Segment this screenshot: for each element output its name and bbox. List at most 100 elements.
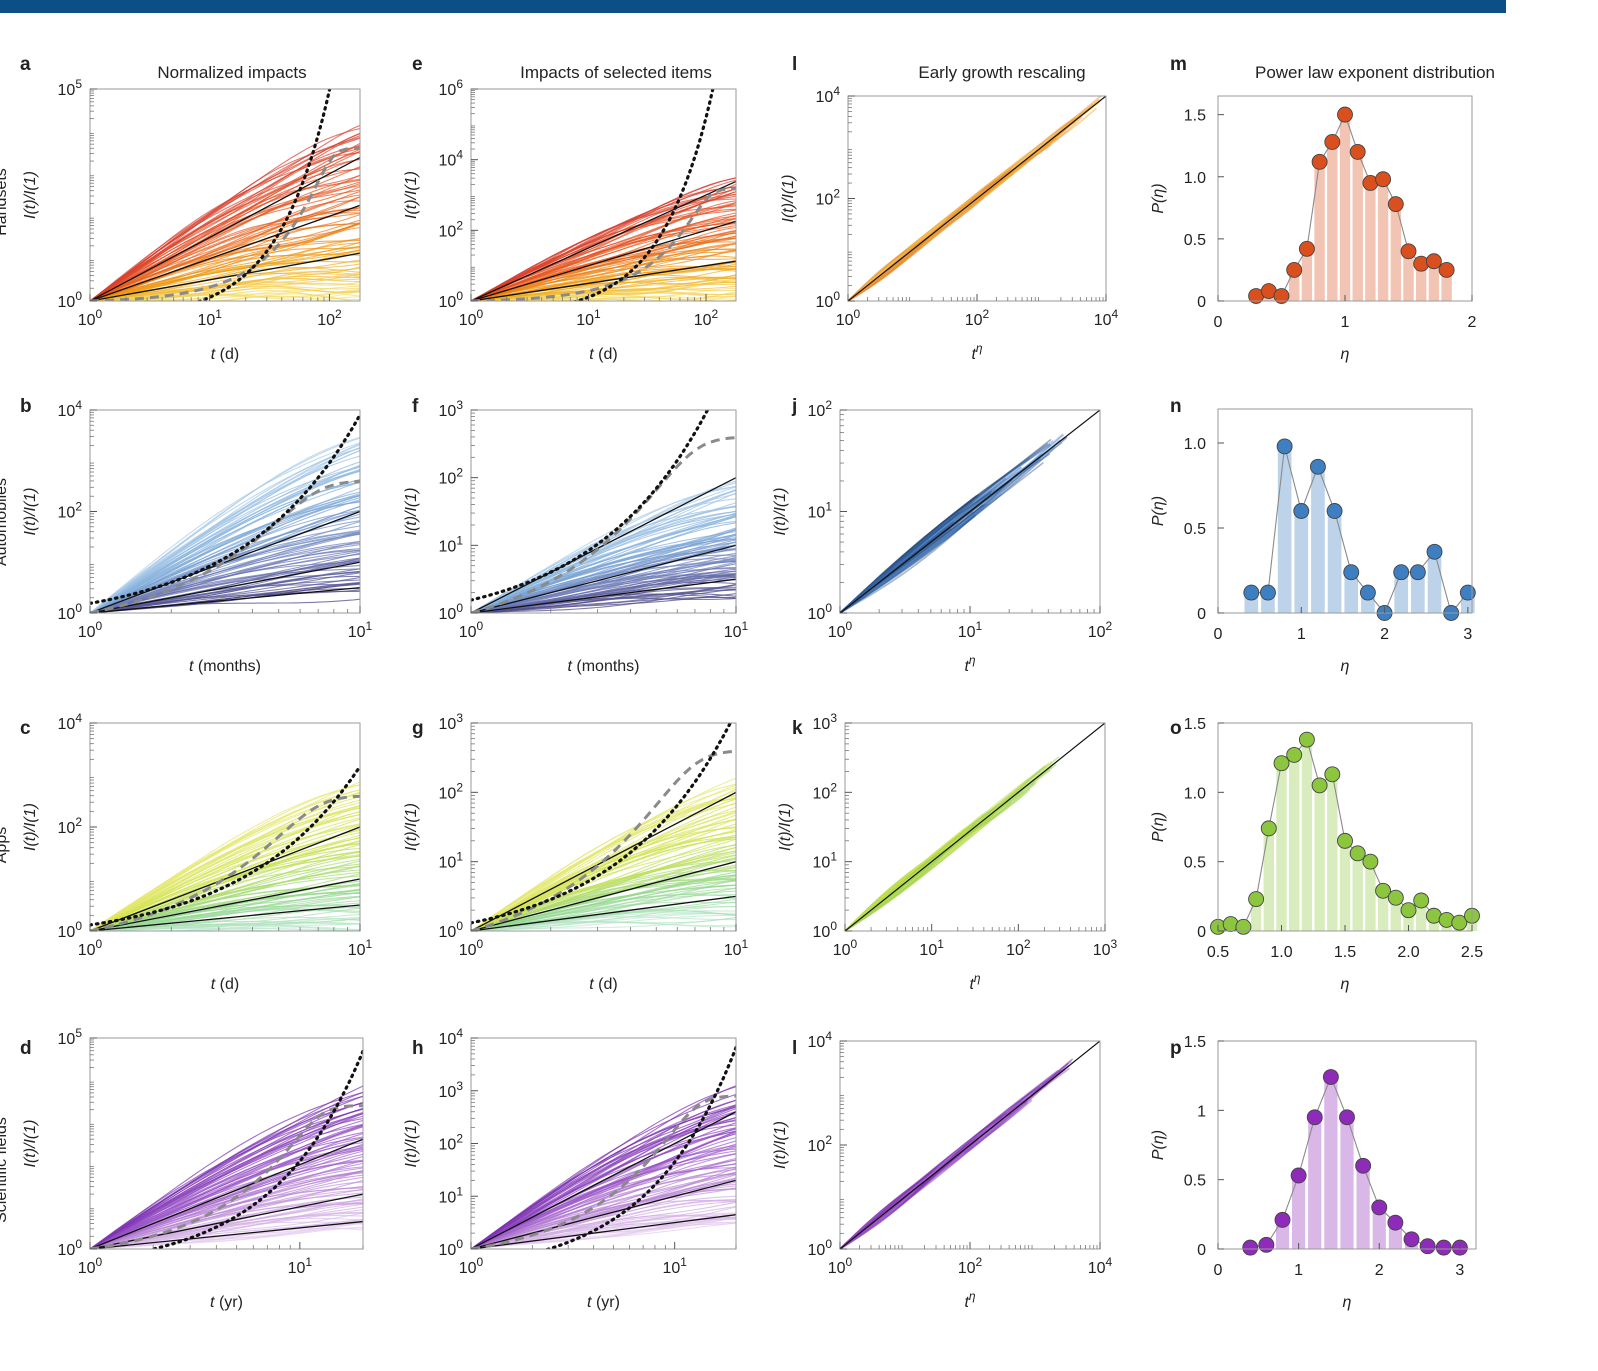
plot-frame — [470, 722, 737, 932]
data-point — [1235, 918, 1252, 935]
y-tick-label: 105 — [58, 77, 83, 99]
data-point — [1387, 889, 1404, 906]
bar — [1314, 161, 1325, 301]
series-line — [845, 805, 999, 931]
plot-area — [90, 1049, 363, 1249]
series-line — [848, 156, 1032, 301]
x-tick-label: 100 — [78, 937, 103, 959]
bar — [1288, 269, 1300, 301]
series-line — [90, 186, 360, 301]
series-line — [840, 468, 1016, 613]
bar — [1377, 179, 1389, 301]
y-tick-label: 0 — [1197, 1242, 1206, 1259]
y-tick-label: 103 — [439, 711, 464, 733]
y-tick-label: 100 — [439, 289, 464, 311]
data-point — [1286, 261, 1303, 278]
series-line — [471, 1113, 736, 1249]
data-point — [1322, 1069, 1339, 1086]
series-line — [840, 461, 1044, 613]
saturation-curve — [90, 479, 360, 613]
x-tick-label: 101 — [958, 619, 983, 641]
y-axis-label: I(t)/I(1) — [403, 488, 420, 536]
series-line — [840, 444, 1052, 613]
series-line — [840, 507, 984, 613]
series-line — [840, 511, 960, 613]
data-point — [1337, 106, 1353, 123]
series-line — [90, 1159, 363, 1249]
data-point — [1298, 240, 1315, 257]
series-line — [848, 125, 1066, 301]
series-line — [848, 199, 976, 301]
series-line — [840, 477, 1007, 613]
series-line — [845, 801, 1012, 931]
panel-letter: m — [1170, 54, 1187, 75]
series-line — [840, 1129, 984, 1249]
series-line — [90, 442, 360, 613]
plot-frame — [1217, 1040, 1477, 1250]
y-axis-label: I(t)/I(1) — [22, 1120, 39, 1168]
row-label: Scientific fields — [0, 1117, 10, 1223]
y-tick-label: 106 — [439, 77, 464, 99]
bar — [1301, 248, 1313, 301]
x-tick-label: 104 — [1094, 307, 1119, 329]
series-line — [90, 464, 360, 613]
panel-e: 100 101 102 100 102 104 106 t (d) I(t)/I(1) — [403, 77, 737, 363]
reference-line — [471, 260, 736, 301]
y-tick-label: 0.5 — [1184, 232, 1206, 249]
plot-area — [90, 413, 360, 613]
plot-area — [90, 89, 360, 301]
series-line — [840, 1123, 995, 1249]
x-axis-label: t (d) — [589, 346, 617, 363]
data-point — [1273, 288, 1290, 304]
y-tick-label: 105 — [58, 1026, 83, 1048]
bar — [1403, 910, 1414, 931]
series-line — [848, 181, 994, 301]
y-axis-label: P(η) — [1150, 812, 1167, 842]
series-line — [90, 207, 360, 301]
series-line — [845, 780, 1037, 931]
exponential-curve — [471, 723, 733, 925]
series-line — [840, 1111, 1012, 1249]
reference-line — [90, 586, 360, 613]
header-bar — [0, 0, 1506, 13]
y-tick-label: 100 — [439, 601, 464, 623]
y-tick-label: 104 — [439, 148, 464, 170]
series-line — [90, 781, 360, 931]
panel-f: 100 101 100 101 102 103 t (months) I(t)/I(1) — [403, 398, 749, 675]
panel-letter: p — [1170, 1038, 1182, 1059]
series-line — [848, 169, 1012, 301]
series-line — [840, 443, 1049, 613]
series-line — [848, 119, 1076, 301]
series-line — [848, 118, 1074, 301]
y-tick-label: 103 — [439, 398, 464, 420]
panel-j: 100 101 102 100 101 102 tη I(t)/I(1) — [772, 398, 1113, 675]
y-tick-label: 1.0 — [1184, 436, 1206, 453]
series-line — [90, 495, 360, 613]
row-label: Automobiles — [0, 478, 10, 566]
y-axis-label: P(η) — [1150, 496, 1167, 526]
x-tick-label: 100 — [836, 307, 861, 329]
series-line — [848, 125, 1070, 301]
y-axis-label: P(η) — [1150, 183, 1167, 213]
x-tick-label: 101 — [576, 307, 601, 329]
reference-line — [471, 477, 736, 613]
y-tick-label: 102 — [439, 218, 464, 240]
x-tick-label: 2.0 — [1397, 944, 1419, 961]
series-line — [90, 437, 360, 613]
y-axis-label: I(t)/I(1) — [22, 488, 39, 536]
bar — [1276, 763, 1287, 931]
series-line — [845, 822, 977, 931]
series-line — [471, 914, 736, 931]
series-line — [840, 502, 974, 613]
x-axis-label: t (d) — [589, 976, 617, 993]
data-point — [1438, 261, 1455, 278]
data-point — [1419, 1238, 1436, 1255]
row-label: Handsets — [0, 168, 10, 236]
reference-line — [471, 861, 736, 931]
series-line — [840, 1066, 1068, 1249]
series-line — [848, 194, 987, 301]
series-line — [90, 436, 360, 613]
x-tick-label: 2 — [1380, 626, 1389, 643]
x-axis-label: tη — [964, 653, 975, 675]
data-point — [1311, 777, 1328, 794]
